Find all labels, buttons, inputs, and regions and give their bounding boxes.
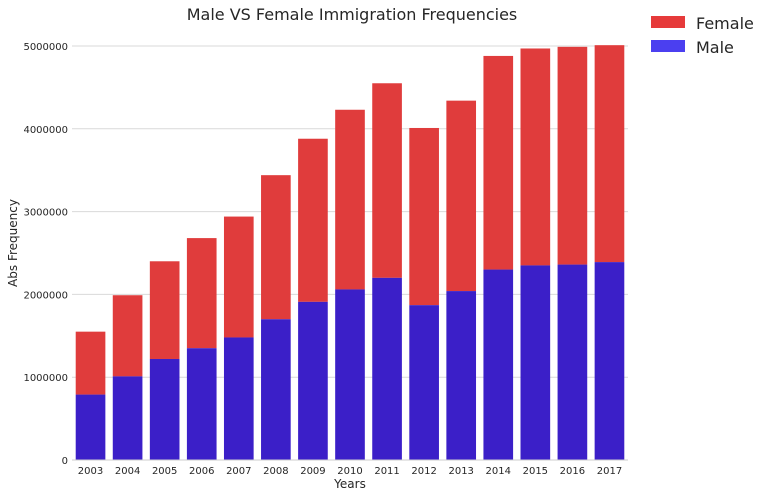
y-tick-label: 1000000 <box>23 373 68 384</box>
bar-male-2017 <box>594 262 625 460</box>
bars <box>75 45 625 460</box>
bar-male-2016 <box>557 264 588 460</box>
x-tick-label: 2013 <box>448 466 473 477</box>
bar-male-2003 <box>75 394 106 460</box>
legend: Female Male <box>651 14 754 57</box>
bar-female-2008 <box>261 175 291 320</box>
y-tick-label: 0 <box>62 456 68 467</box>
bar-female-2017 <box>594 45 625 263</box>
bar-female-2005 <box>149 261 180 359</box>
bar-male-2008 <box>261 319 291 460</box>
bar-male-2007 <box>223 337 254 460</box>
bar-female-2010 <box>335 109 365 290</box>
x-axis-label: Years <box>333 477 366 491</box>
bar-female-2006 <box>186 238 217 349</box>
y-tick-label: 3000000 <box>23 208 68 219</box>
x-tick-label: 2009 <box>300 466 325 477</box>
bar-male-2006 <box>186 348 217 460</box>
bar-male-2014 <box>483 269 514 460</box>
x-tick-label: 2015 <box>523 466 548 477</box>
bar-male-2010 <box>335 289 365 460</box>
y-tick-labels: 0 1000000 2000000 3000000 4000000 5000000 <box>23 42 68 467</box>
bar-female-2011 <box>372 83 402 278</box>
bar-male-2011 <box>372 277 402 460</box>
bar-female-2013 <box>446 100 477 292</box>
x-tick-label: 2011 <box>374 466 399 477</box>
x-tick-label: 2016 <box>560 466 585 477</box>
bar-male-2005 <box>149 358 180 460</box>
bar-female-2007 <box>223 216 254 338</box>
bar-male-2013 <box>446 291 477 460</box>
y-tick-label: 5000000 <box>23 42 68 53</box>
x-tick-label: 2014 <box>486 466 511 477</box>
x-tick-label: 2005 <box>152 466 177 477</box>
legend-label-male: Male <box>696 38 734 57</box>
bar-female-2014 <box>483 55 514 270</box>
x-tick-label: 2006 <box>189 466 214 477</box>
bar-female-2003 <box>75 331 106 395</box>
x-tick-label: 2017 <box>597 466 622 477</box>
bar-male-2009 <box>298 301 328 460</box>
bar-female-2016 <box>557 46 588 265</box>
y-tick-label: 2000000 <box>23 290 68 301</box>
x-tick-label: 2012 <box>411 466 436 477</box>
bar-male-2015 <box>520 265 551 460</box>
bar-male-2004 <box>112 376 143 460</box>
y-tick-label: 4000000 <box>23 125 68 136</box>
x-tick-label: 2003 <box>78 466 103 477</box>
legend-swatch-female <box>651 16 685 28</box>
x-tick-label: 2004 <box>115 466 140 477</box>
bar-female-2009 <box>298 138 328 302</box>
x-tick-label: 2007 <box>226 466 251 477</box>
chart-title: Male VS Female Immigration Frequencies <box>187 5 518 24</box>
x-tick-label: 2010 <box>337 466 362 477</box>
x-tick-label: 2008 <box>263 466 288 477</box>
bar-female-2004 <box>112 295 143 377</box>
bar-female-2015 <box>520 48 551 266</box>
legend-label-female: Female <box>696 14 754 33</box>
bar-male-2012 <box>409 305 439 460</box>
legend-swatch-male <box>651 40 685 52</box>
y-axis-label: Abs Frequency <box>6 199 20 287</box>
bar-female-2012 <box>409 127 439 306</box>
x-tick-labels: 2003 2004 2005 2006 2007 2008 2009 2010 2011 2012… <box>78 466 622 477</box>
